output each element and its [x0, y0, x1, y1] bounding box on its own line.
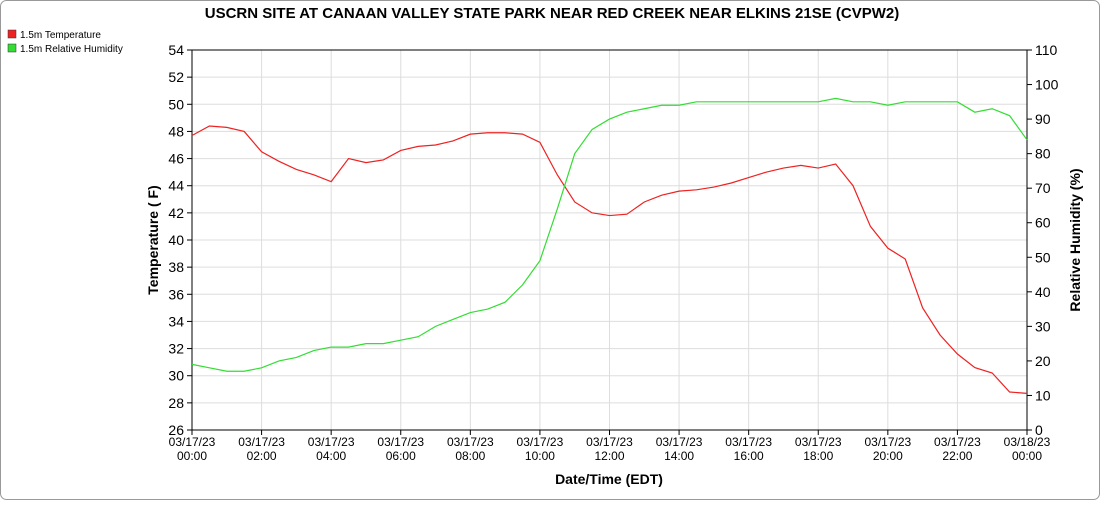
- y-tick-label: 46: [168, 151, 184, 167]
- y-tick-label: 42: [168, 205, 184, 221]
- x-tick-label: 03/18/23 00:00: [1004, 435, 1051, 463]
- legend-swatch: [7, 43, 17, 53]
- y2-axis-label: Relative Humidity (%): [1067, 168, 1083, 311]
- legend-label: 1.5m Temperature: [20, 30, 101, 41]
- y-tick-label: 44: [168, 178, 184, 194]
- data-line: [191, 125, 1028, 394]
- x-tick-label: 03/17/23 16:00: [725, 435, 772, 463]
- x-tick-label: 03/17/23 02:00: [238, 435, 285, 463]
- y2-tick-label: 50: [1035, 249, 1051, 265]
- y2-tick-label: 70: [1035, 180, 1051, 196]
- x-tick-label: 03/17/23 08:00: [447, 435, 494, 463]
- y-tick-label: 50: [168, 96, 184, 112]
- x-axis-label: Date/Time (EDT): [555, 471, 663, 487]
- y-axis-label: Temperature ( F): [145, 185, 161, 294]
- x-tick-label: 03/17/23 22:00: [934, 435, 981, 463]
- x-tick-label: 03/17/23 20:00: [864, 435, 911, 463]
- y2-tick-label: 100: [1035, 77, 1059, 93]
- x-tick-label: 03/17/23 14:00: [656, 435, 703, 463]
- y-tick-label: 52: [168, 69, 184, 85]
- chart-title: USCRN SITE AT CANAAN VALLEY STATE PARK N…: [205, 5, 900, 22]
- y-tick-label: 28: [168, 395, 184, 411]
- y2-tick-label: 0: [1035, 422, 1043, 438]
- x-tick-label: 03/17/23 04:00: [308, 435, 355, 463]
- y2-tick-label: 30: [1035, 318, 1051, 334]
- legend-label: 1.5m Relative Humidity: [20, 44, 123, 55]
- y-tick-label: 48: [168, 123, 184, 139]
- y2-tick-label: 40: [1035, 284, 1051, 300]
- y2-tick-label: 10: [1035, 387, 1051, 403]
- y-tick-label: 34: [168, 313, 184, 329]
- y2-tick-label: 80: [1035, 146, 1051, 162]
- y-tick-label: 26: [168, 422, 184, 438]
- y-tick-label: 32: [168, 341, 184, 357]
- y2-tick-label: 110: [1035, 42, 1058, 58]
- y2-tick-label: 90: [1035, 111, 1051, 127]
- x-tick-label: 03/17/23 00:00: [169, 435, 216, 463]
- x-tick-label: 03/17/23 18:00: [795, 435, 842, 463]
- y-tick-label: 36: [168, 286, 184, 302]
- y2-tick-label: 20: [1035, 353, 1051, 369]
- data-line: [191, 97, 1028, 372]
- y-tick-label: 38: [168, 259, 184, 275]
- legend-swatch: [7, 29, 17, 39]
- x-tick-label: 03/17/23 10:00: [517, 435, 564, 463]
- y-tick-label: 30: [168, 368, 184, 384]
- y-tick-label: 54: [168, 42, 184, 58]
- x-tick-label: 03/17/23 12:00: [586, 435, 633, 463]
- plot-area: [191, 49, 1028, 431]
- y-tick-label: 40: [168, 232, 184, 248]
- x-tick-label: 03/17/23 06:00: [377, 435, 424, 463]
- y2-tick-label: 60: [1035, 215, 1051, 231]
